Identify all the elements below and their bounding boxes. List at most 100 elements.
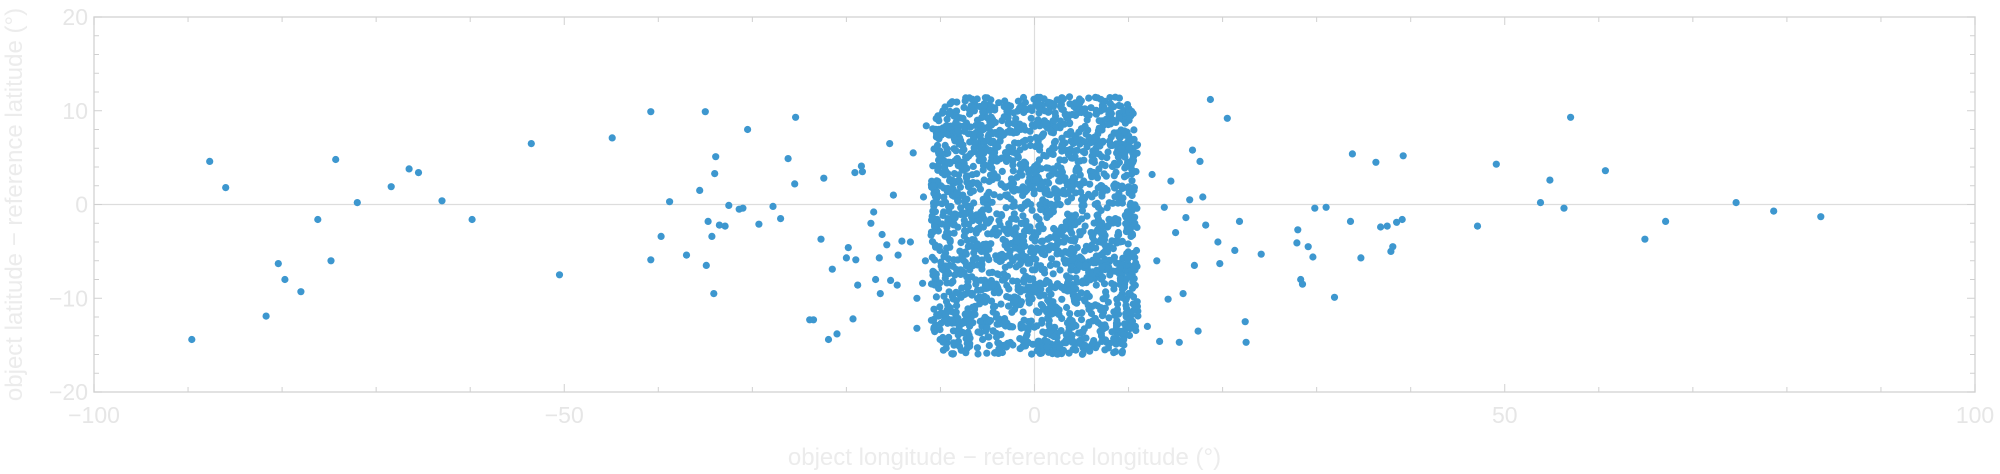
data-point: [1001, 149, 1010, 157]
data-point: [953, 189, 962, 197]
data-point: [784, 155, 792, 163]
data-point: [1235, 217, 1244, 225]
data-point: [1027, 114, 1035, 122]
data-point: [1008, 215, 1016, 223]
data-point: [957, 204, 965, 212]
data-point: [696, 186, 704, 194]
data-point: [1006, 227, 1014, 235]
data-point: [1115, 132, 1123, 141]
data-point: [468, 215, 476, 224]
data-point: [1043, 276, 1051, 285]
data-point: [387, 183, 395, 191]
data-point: [993, 155, 1001, 164]
data-point: [937, 258, 945, 266]
data-point: [1125, 273, 1134, 281]
x-axis-title: object longitude − reference longitude (…: [788, 444, 1221, 471]
data-point: [949, 176, 957, 185]
data-point: [978, 256, 986, 264]
data-point: [954, 197, 962, 205]
data-point: [1009, 179, 1018, 187]
data-point: [1065, 93, 1074, 101]
data-point: [955, 317, 963, 325]
data-point: [1118, 182, 1126, 190]
data-point: [1047, 310, 1055, 318]
data-point: [715, 221, 724, 229]
data-point: [1108, 279, 1116, 288]
data-point: [1043, 343, 1051, 351]
data-point: [872, 275, 880, 284]
data-point: [1164, 295, 1172, 303]
data-point: [1003, 191, 1011, 199]
data-point: [1021, 98, 1029, 107]
data-point: [1231, 246, 1239, 254]
data-point: [1003, 293, 1011, 301]
data-point: [959, 256, 968, 264]
data-point: [992, 333, 1001, 341]
data-point: [983, 114, 992, 122]
data-point: [1112, 319, 1121, 327]
data-point: [995, 99, 1003, 107]
data-point: [929, 125, 937, 133]
data-point: [1028, 266, 1036, 274]
data-point: [1026, 141, 1034, 150]
data-point: [936, 303, 944, 311]
data-point: [1536, 199, 1545, 207]
data-point: [1038, 180, 1047, 188]
data-point: [725, 201, 733, 209]
data-point: [982, 194, 990, 202]
data-point: [1000, 225, 1008, 233]
data-point: [981, 313, 989, 321]
data-point: [940, 253, 948, 261]
x-tick-label: 100: [1956, 402, 1994, 428]
data-point: [1134, 312, 1142, 320]
data-point: [1028, 350, 1036, 358]
data-point: [1399, 152, 1407, 160]
data-point: [1085, 94, 1093, 102]
data-point: [1100, 236, 1109, 244]
data-point: [960, 122, 968, 130]
data-point: [647, 256, 655, 264]
data-point: [1049, 166, 1057, 174]
data-point: [1045, 317, 1053, 325]
data-point: [1020, 278, 1028, 286]
data-point: [1094, 203, 1102, 211]
data-point: [976, 131, 985, 139]
data-point: [956, 247, 964, 255]
data-point: [1182, 214, 1190, 222]
data-point: [985, 269, 993, 277]
data-point: [973, 241, 981, 249]
data-point: [1126, 308, 1134, 316]
data-point: [987, 121, 996, 129]
data-point: [953, 98, 961, 106]
data-point: [809, 316, 818, 324]
data-point: [1083, 289, 1091, 298]
data-point: [1346, 217, 1355, 225]
data-point: [1120, 173, 1129, 181]
data-point: [353, 199, 361, 207]
data-point: [1107, 216, 1115, 224]
data-point: [817, 235, 825, 243]
data-point: [998, 276, 1007, 284]
data-point: [1128, 177, 1136, 185]
data-point: [1106, 106, 1114, 114]
data-point: [1016, 125, 1024, 133]
data-point: [962, 262, 971, 270]
data-point: [824, 335, 833, 344]
data-point: [921, 257, 930, 265]
data-point: [1037, 206, 1045, 214]
data-point: [981, 281, 990, 289]
data-point: [1041, 107, 1049, 115]
y-tick-label: 10: [62, 98, 88, 124]
data-point: [1091, 189, 1099, 197]
data-point: [1101, 255, 1109, 263]
data-point: [983, 252, 991, 260]
data-point: [1110, 161, 1119, 169]
data-point: [1053, 260, 1061, 268]
data-point: [1037, 285, 1045, 293]
data-point: [1095, 165, 1103, 173]
data-point: [1026, 127, 1034, 135]
data-point: [929, 162, 937, 170]
data-point: [1143, 322, 1151, 330]
data-point: [1010, 119, 1018, 127]
